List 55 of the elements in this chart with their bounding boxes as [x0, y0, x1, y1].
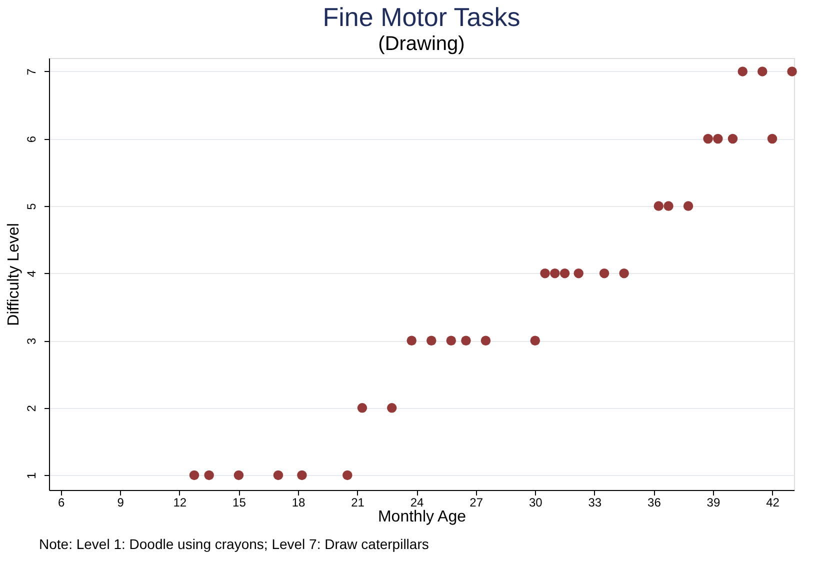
x-tick-label: 39 — [706, 496, 720, 510]
point — [189, 470, 200, 480]
x-tick-label: 24 — [410, 496, 424, 510]
x-tick-label: 27 — [470, 496, 484, 510]
chart-subtitle: (Drawing) — [378, 33, 465, 55]
point — [758, 66, 768, 76]
point — [234, 470, 244, 480]
x-tick-label: 36 — [648, 496, 662, 510]
point — [446, 336, 456, 346]
x-tick-label: 15 — [232, 496, 246, 510]
y-tick-label: 5 — [24, 202, 38, 210]
x-tick-label: 18 — [292, 496, 306, 510]
y-tick-label: 2 — [24, 404, 38, 412]
x-tick-label: 9 — [117, 496, 124, 510]
y-tick-label: 6 — [24, 136, 38, 143]
point — [386, 403, 397, 413]
x-tick-label: 30 — [528, 496, 543, 510]
point — [342, 470, 352, 480]
point — [550, 268, 560, 278]
point — [767, 134, 778, 144]
text: Note: Level 1: Doodle using crayons; Level 7: Draw caterpillars — [39, 536, 429, 552]
y-tick-label: 3 — [24, 337, 38, 344]
point — [540, 268, 550, 278]
point — [619, 268, 629, 278]
point — [738, 66, 748, 76]
point — [297, 470, 307, 480]
point — [728, 134, 738, 144]
point — [703, 134, 713, 144]
point — [480, 336, 491, 346]
y-tick-label: 1 — [24, 472, 38, 480]
x-tick-label: 33 — [588, 496, 602, 510]
chart-title: Fine Motor Tasks — [322, 2, 520, 32]
x-tick-label: 21 — [351, 496, 365, 510]
point — [560, 268, 570, 278]
point — [664, 201, 674, 211]
point — [683, 201, 694, 211]
point — [406, 336, 416, 346]
point — [787, 66, 797, 76]
y-tick-label: 7 — [24, 68, 38, 76]
x-axis-title: Monthly Age — [378, 508, 466, 526]
point — [713, 134, 723, 144]
point — [204, 470, 214, 480]
point — [599, 268, 610, 278]
point — [273, 470, 284, 480]
x-tick-label: 6 — [58, 496, 66, 510]
point — [357, 403, 368, 413]
point — [654, 201, 664, 211]
x-tick-label: 12 — [173, 496, 187, 510]
y-tick-label: 4 — [24, 270, 38, 278]
point — [426, 336, 436, 346]
point — [530, 336, 540, 346]
y-axis-title: Difficulty Level — [6, 223, 22, 326]
point — [574, 268, 584, 278]
x-tick-label: 42 — [766, 496, 780, 510]
point — [461, 336, 471, 346]
